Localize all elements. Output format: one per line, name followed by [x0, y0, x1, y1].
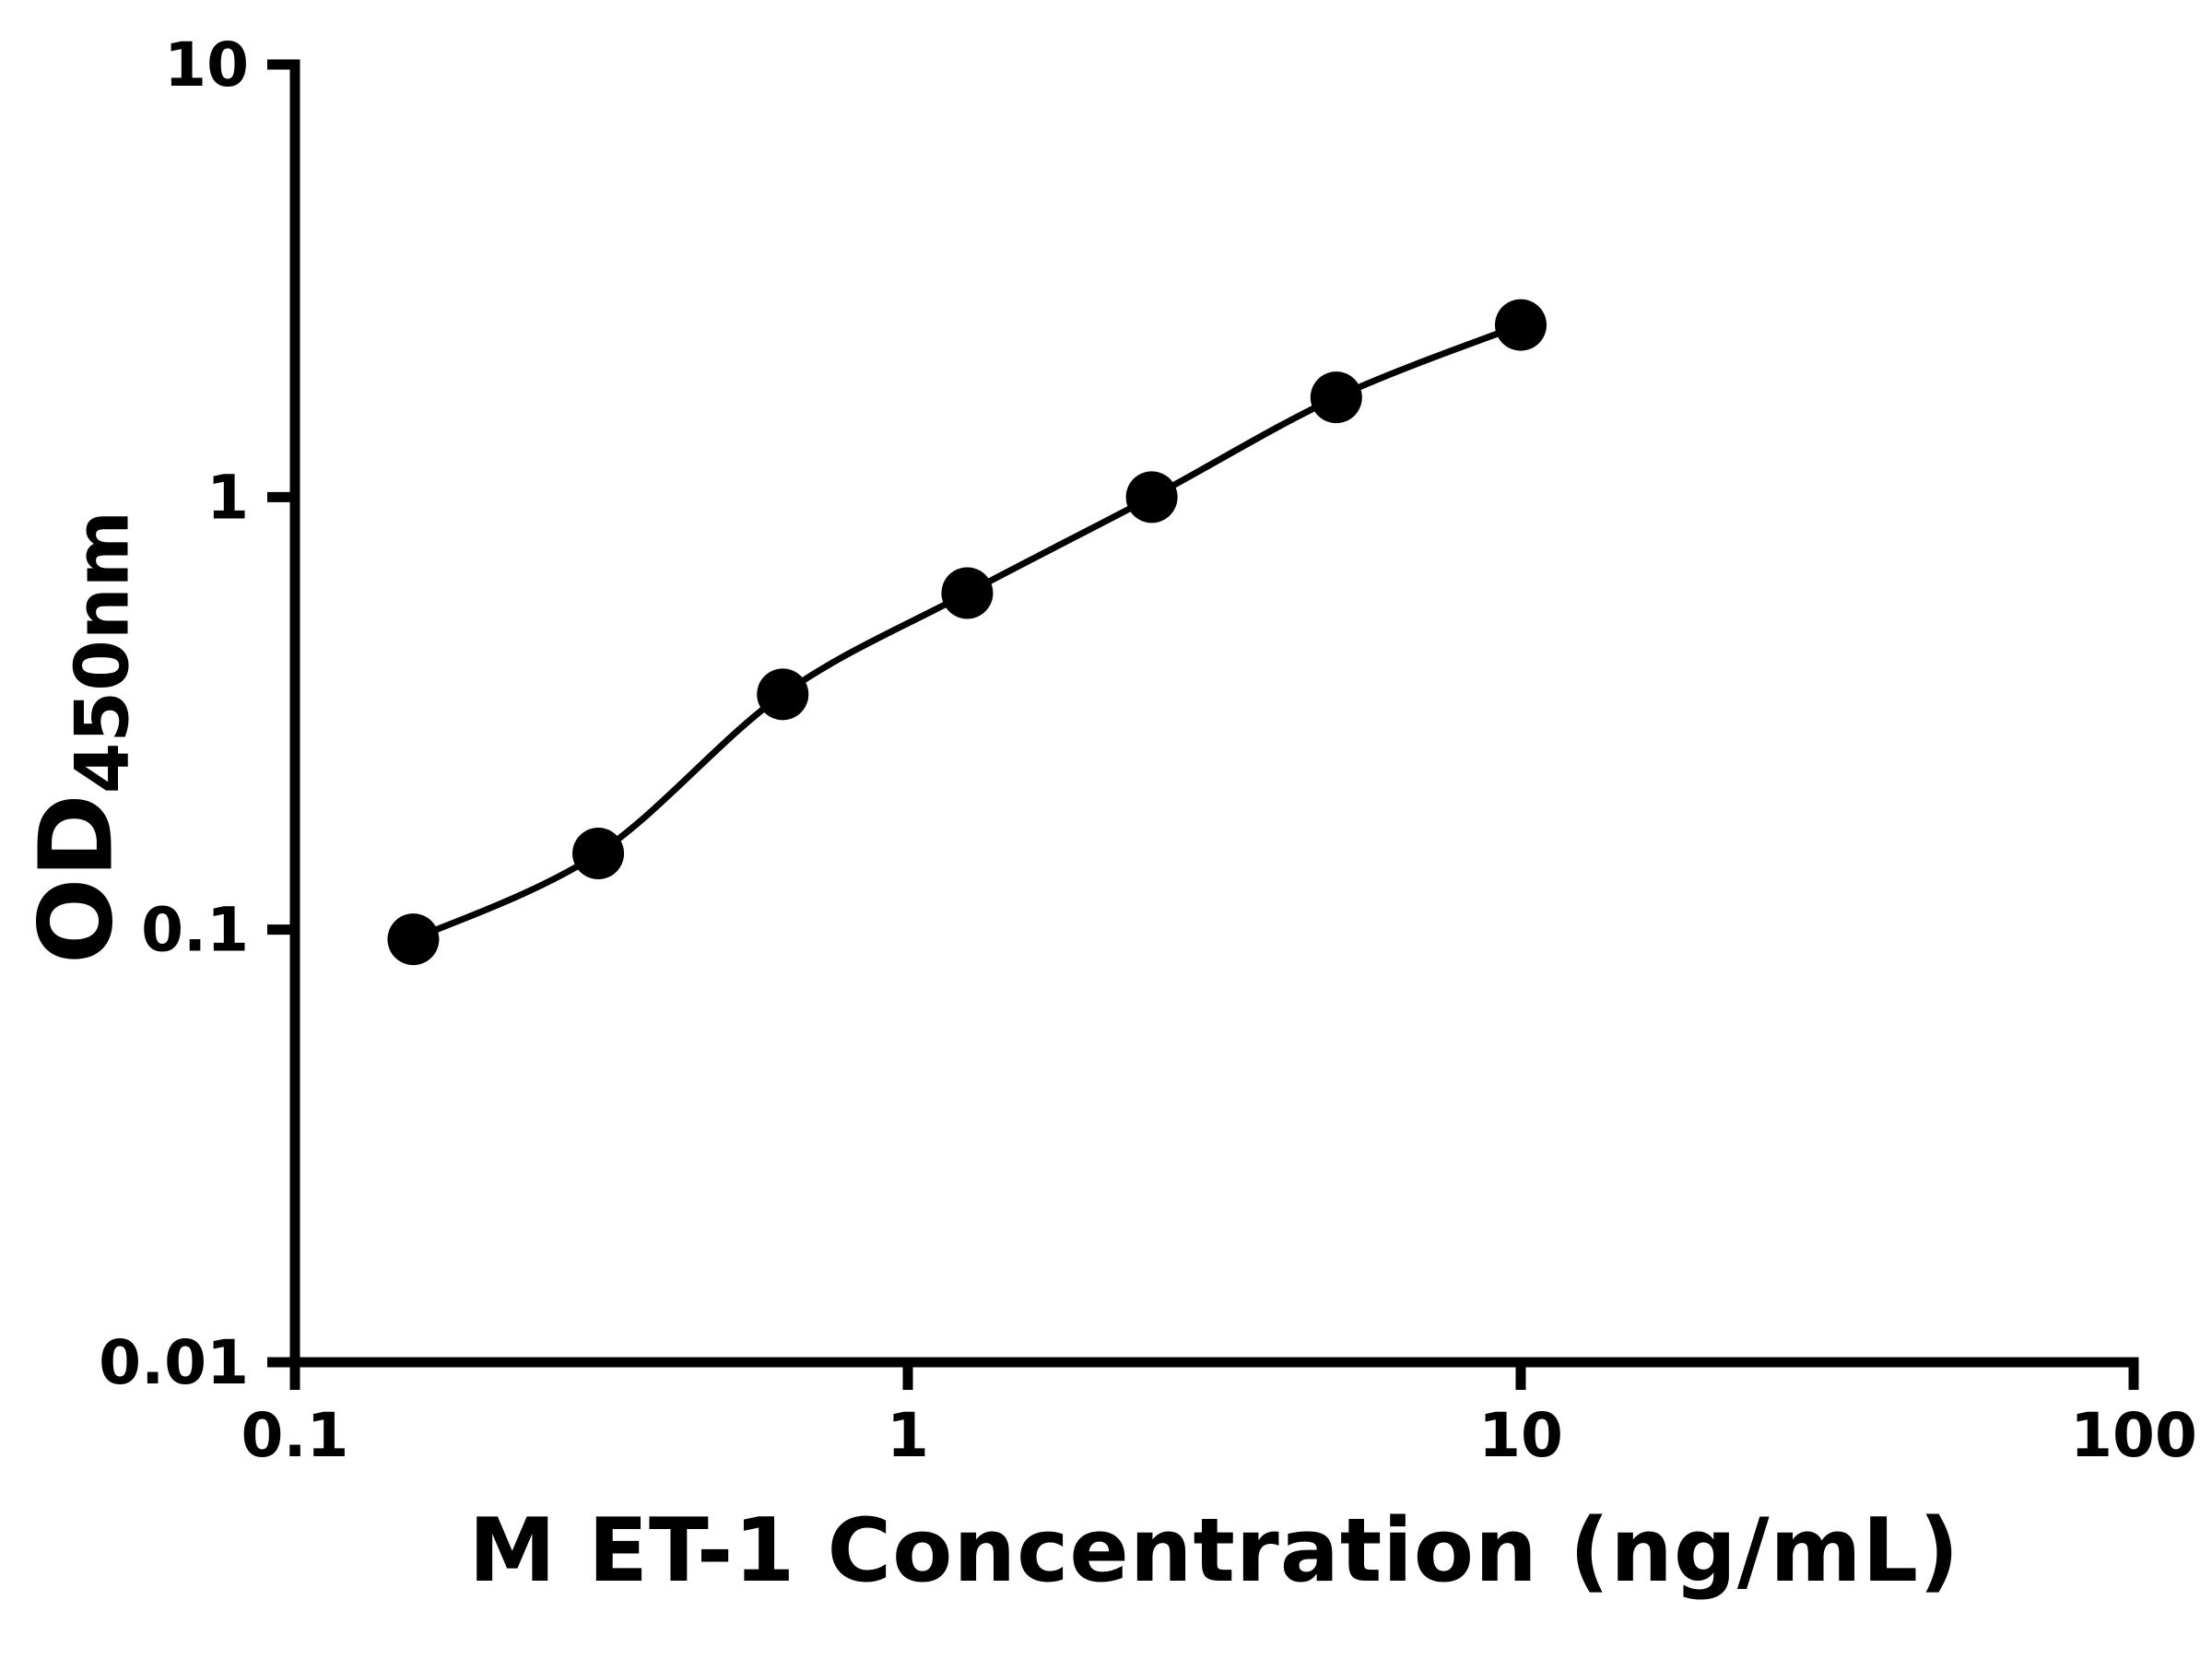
x-axis-label: M ET-1 Concentration (ng/mL)	[468, 1500, 1960, 1602]
x-tick-label: 1	[887, 1400, 929, 1471]
y-axis-label-main: OD	[17, 794, 135, 965]
x-tick-label: 10	[1478, 1400, 1563, 1471]
data-point	[1310, 371, 1362, 424]
data-point	[387, 913, 440, 966]
y-axis-label-subscript: 450nm	[59, 510, 146, 794]
data-point	[757, 668, 809, 721]
data-point	[1495, 299, 1547, 351]
x-tick-label: 0.1	[241, 1400, 349, 1471]
y-axis-label: OD450nm	[18, 511, 146, 964]
y-tick-label: 1	[206, 462, 249, 533]
data-point	[1125, 471, 1178, 524]
y-tick-label: 0.01	[99, 1327, 249, 1398]
y-tick-label: 10	[164, 29, 249, 100]
data-point	[572, 828, 625, 880]
y-tick-label: 0.1	[141, 895, 249, 966]
data-point	[941, 567, 994, 619]
axis-spines	[289, 59, 2139, 1368]
x-tick-label: 100	[2070, 1400, 2197, 1471]
